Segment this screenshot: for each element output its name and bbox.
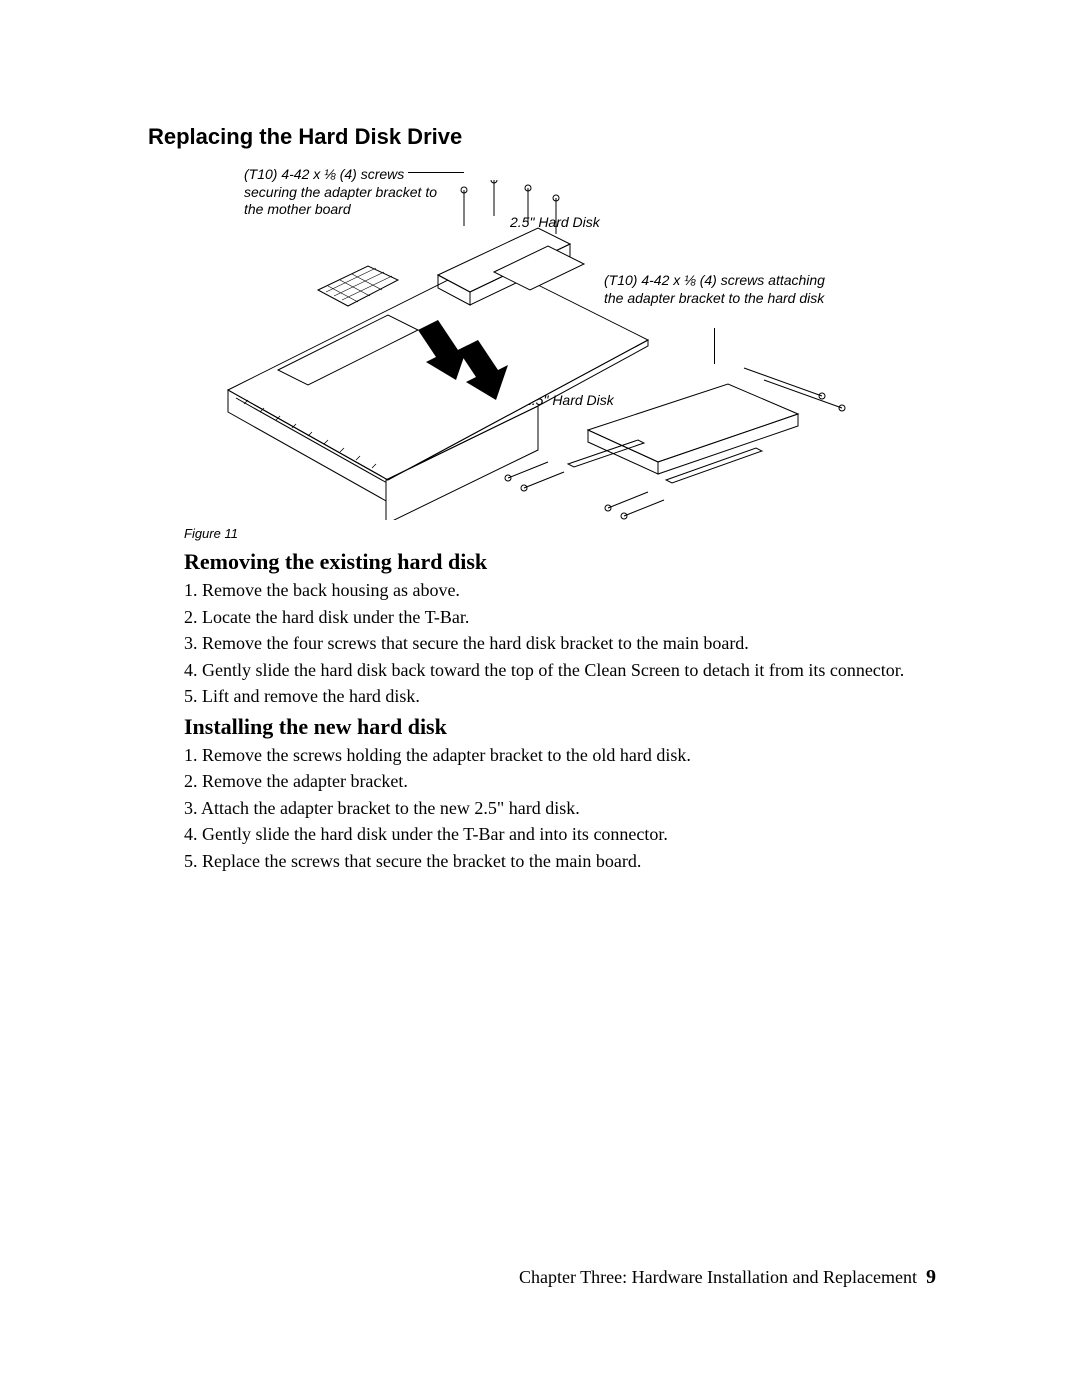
figure-caption: Figure 11 xyxy=(184,526,936,541)
exploded-diagram-icon xyxy=(208,180,908,520)
step-text: 2. Locate the hard disk under the T-Bar. xyxy=(184,606,936,629)
step-text: 2. Remove the adapter bracket. xyxy=(184,770,936,793)
figure-11: (T10) 4-42 x ⅛ (4) screws securing the a… xyxy=(148,160,936,520)
section-heading-remove: Removing the existing hard disk xyxy=(184,549,936,575)
step-text: 5. Replace the screws that secure the br… xyxy=(184,850,936,873)
step-text: 3. Remove the four screws that secure th… xyxy=(184,632,936,655)
page-footer: Chapter Three: Hardware Installation and… xyxy=(148,1266,936,1289)
page-content: Replacing the Hard Disk Drive (T10) 4-42… xyxy=(148,124,936,876)
page-title: Replacing the Hard Disk Drive xyxy=(148,124,936,150)
footer-chapter: Chapter Three: Hardware Installation and… xyxy=(519,1267,917,1287)
step-text: 3. Attach the adapter bracket to the new… xyxy=(184,797,936,820)
section-heading-install: Installing the new hard disk xyxy=(184,714,936,740)
callout-leader-1 xyxy=(408,172,464,173)
step-text: 5. Lift and remove the hard disk. xyxy=(184,685,936,708)
page-number: 9 xyxy=(926,1266,936,1288)
step-text: 1. Remove the screws holding the adapter… xyxy=(184,744,936,767)
step-text: 1. Remove the back housing as above. xyxy=(184,579,936,602)
step-text: 4. Gently slide the hard disk back towar… xyxy=(184,659,936,682)
step-text: 4. Gently slide the hard disk under the … xyxy=(184,823,936,846)
